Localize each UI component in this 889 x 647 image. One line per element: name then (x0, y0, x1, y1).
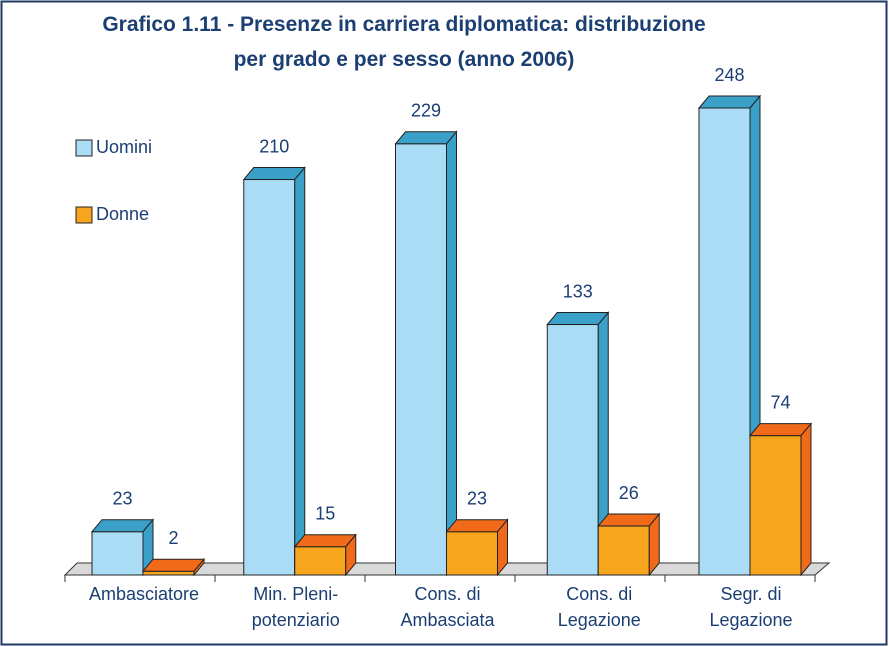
bar-side (648, 512, 660, 577)
legend-swatch (75, 139, 93, 157)
bar-front (597, 525, 650, 576)
bar-front (749, 435, 802, 576)
x-tick-label: Segr. di Legazione (709, 584, 792, 630)
bar-front (294, 546, 347, 576)
chart-title: Grafico 1.11 - Presenze in carriera dipl… (102, 13, 705, 71)
value-label: 210 (259, 136, 289, 156)
bar-side (345, 533, 357, 577)
value-label: 74 (770, 392, 790, 412)
bar-front (142, 570, 195, 576)
x-tick-label: Ambasciatore (89, 584, 199, 604)
legend-swatch (75, 206, 93, 224)
bar-front (91, 531, 144, 576)
bar-side (497, 518, 508, 577)
value-label: 2 (168, 528, 178, 548)
value-label: 133 (563, 281, 593, 301)
bar-side (294, 166, 306, 577)
value-label: 229 (411, 101, 441, 121)
value-label: 26 (619, 483, 639, 503)
bar-front (446, 531, 498, 576)
x-tick-label: Cons. di Legazione (558, 584, 641, 630)
bar-front (698, 107, 751, 576)
legend-label: Donne (96, 204, 149, 224)
bar-front (243, 179, 296, 576)
value-label: 23 (112, 488, 132, 508)
value-label: 23 (467, 488, 487, 508)
bar-front (395, 143, 447, 576)
legend-label: Uomini (96, 137, 152, 157)
x-tick-label: Min. Pleni-potenziario (252, 584, 340, 630)
bar-side (193, 557, 205, 577)
value-label: 15 (315, 504, 335, 524)
x-tick-label: Cons. di Ambasciata (400, 584, 495, 630)
bar-front (546, 324, 599, 576)
bar-side (446, 130, 457, 577)
value-label: 248 (714, 65, 744, 85)
bar-side (800, 422, 812, 577)
